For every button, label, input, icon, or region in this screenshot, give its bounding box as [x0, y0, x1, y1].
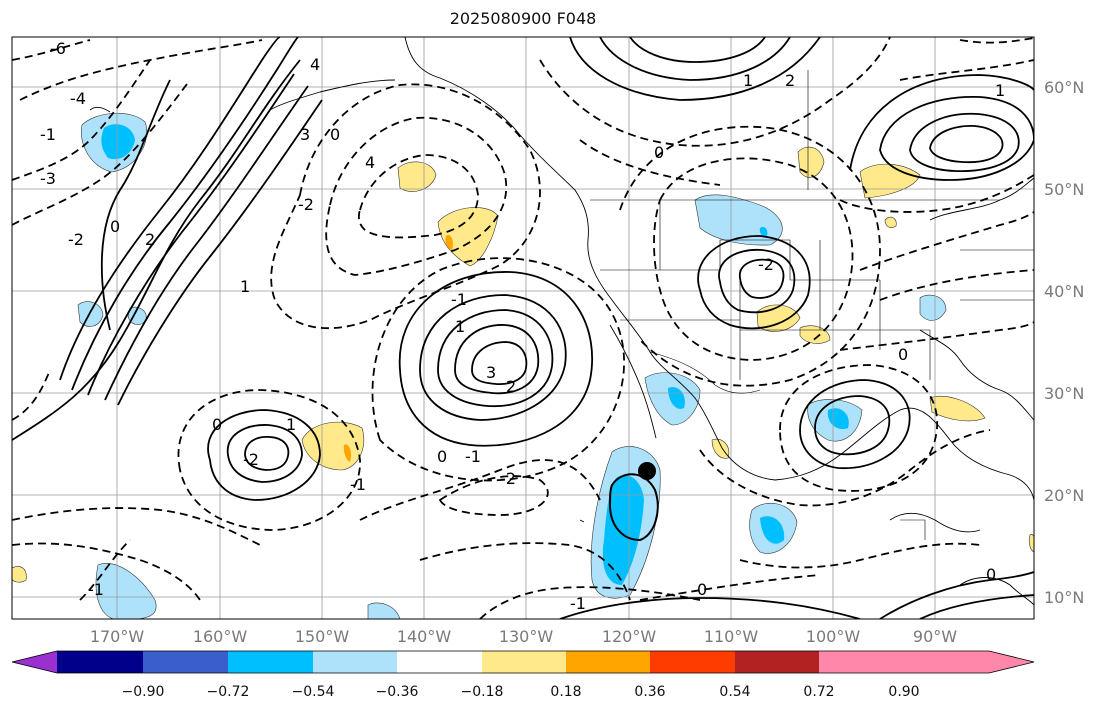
colorbar-segment — [397, 651, 482, 673]
map-title: 2025080900 F048 — [449, 9, 597, 28]
lon-label: 100°W — [805, 627, 861, 646]
contour-label: -1 — [88, 580, 104, 599]
colorbar-tick-label: 0.36 — [634, 684, 666, 700]
contour-label: -1 — [350, 475, 366, 494]
contour-label: -2 — [500, 469, 516, 488]
contour-label: 0 — [330, 125, 340, 144]
colorbar-segment — [313, 651, 397, 673]
lon-label: 130°W — [498, 627, 554, 646]
lon-label: 160°W — [192, 627, 248, 646]
colorbar-segment — [228, 651, 313, 673]
contour-label: 0 — [437, 447, 447, 466]
colorbar-segment — [566, 651, 650, 673]
colorbar-tick-label: 0.90 — [888, 684, 920, 700]
contour-label: -1 — [451, 290, 467, 309]
colorbar-tick-label: 0.72 — [803, 684, 835, 700]
contour-label: 4 — [310, 55, 320, 74]
contour-label: 1 — [455, 317, 465, 336]
colorbar-segment — [650, 651, 735, 673]
lat-label: 20°N — [1044, 486, 1085, 505]
contour-label: -2 — [243, 450, 259, 469]
colorbar-segment — [735, 651, 819, 673]
contour-label: 1 — [995, 81, 1005, 100]
map-frame — [11, 36, 1035, 620]
colorbar-segment — [143, 651, 228, 673]
colorbar-segment — [57, 651, 143, 673]
colorbar-tick-label: −0.36 — [375, 684, 419, 700]
contour-label: -1 — [40, 125, 56, 144]
colorbar-tick-label: −0.18 — [460, 684, 504, 700]
lon-label: 170°W — [89, 627, 145, 646]
coastlines — [89, 37, 1034, 606]
contour-label: 1 — [240, 277, 250, 296]
colorbar-segment — [482, 651, 566, 673]
colorbar-tick-label: 0.18 — [550, 684, 582, 700]
lat-label: 30°N — [1044, 384, 1085, 403]
contour-label: -3 — [40, 169, 56, 188]
colorbar-extend-high — [904, 651, 1034, 673]
contour-label: 0 — [110, 217, 120, 236]
lon-label: 90°W — [912, 627, 958, 646]
contour-label: 2 — [785, 71, 795, 90]
shaded-regions — [12, 112, 1034, 619]
colorbar-segment — [819, 651, 904, 673]
contour-labels: -6 -4 -2 0 2 4 3 -3 -1 1 4 -2 0 3 1 2 -1… — [40, 39, 1005, 613]
colorbar-tick-label: −0.72 — [206, 684, 250, 700]
contour-label: -2 — [298, 195, 314, 214]
contour-label: -1 — [465, 447, 481, 466]
shade-yellow — [397, 161, 437, 192]
colorbar-tick-label: 0.54 — [719, 684, 751, 700]
contour-label: 0 — [986, 565, 996, 584]
colorbar-tick-label: −0.90 — [121, 684, 165, 700]
contour-label: -1 — [570, 594, 586, 613]
contour-label: 0 — [898, 345, 908, 364]
contour-label: 3 — [300, 125, 310, 144]
contour-label: 3 — [486, 363, 496, 382]
contour-label: -2 — [68, 230, 84, 249]
contour-label: -6 — [50, 39, 66, 58]
lon-label: 110°W — [703, 627, 759, 646]
contour-label: 1 — [286, 415, 296, 434]
contour-label: 0 — [654, 143, 664, 162]
map-plot-area: -6 -4 -2 0 2 4 3 -3 -1 1 4 -2 0 3 1 2 -1… — [12, 37, 1034, 619]
colorbar — [11, 650, 1035, 674]
contour-label: 1 — [743, 71, 753, 90]
storm-center-marker — [638, 462, 656, 480]
lat-label: 40°N — [1044, 282, 1085, 301]
colorbar-extend-low — [12, 651, 57, 673]
contours — [12, 37, 1034, 619]
lon-label: 150°W — [294, 627, 350, 646]
lat-label: 50°N — [1044, 180, 1085, 199]
colorbar-tick-label: −0.54 — [291, 684, 335, 700]
contour-label: 0 — [697, 580, 707, 599]
contour-label: 4 — [365, 153, 375, 172]
shade-blue — [101, 124, 135, 160]
contour-label: 2 — [506, 377, 516, 396]
lon-label: 140°W — [396, 627, 452, 646]
contour-label: -4 — [70, 89, 86, 108]
lon-label: 120°W — [601, 627, 657, 646]
lat-label: 60°N — [1044, 78, 1085, 97]
contour-label: 0 — [212, 415, 222, 434]
contour-label: 2 — [145, 230, 155, 249]
lat-label: 10°N — [1044, 588, 1085, 607]
contour-label: -2 — [758, 255, 774, 274]
